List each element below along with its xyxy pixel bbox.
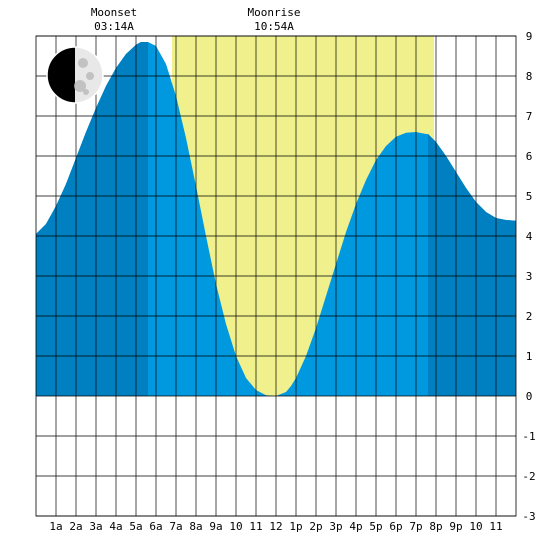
x-tick-label: 6p (389, 520, 402, 533)
y-tick-label: 6 (526, 150, 533, 163)
plot-frame (35, 35, 517, 517)
x-tick-label: 12 (269, 520, 282, 533)
x-tick-label: 7a (169, 520, 182, 533)
x-tick-label: 11 (489, 520, 502, 533)
moon-event-label: Moonset (91, 6, 137, 19)
x-tick-label: 11 (249, 520, 262, 533)
x-tick-label: 9a (209, 520, 222, 533)
moon-crater (74, 80, 86, 92)
moon-crater (83, 89, 89, 95)
moon-crater (78, 58, 88, 68)
y-tick-label: -2 (522, 470, 535, 483)
y-tick-label: 8 (526, 70, 533, 83)
x-tick-label: 5p (369, 520, 382, 533)
y-tick-label: 5 (526, 190, 533, 203)
y-tick-label: 4 (526, 230, 533, 243)
x-tick-label: 2p (309, 520, 322, 533)
x-tick-label: 7p (409, 520, 422, 533)
x-tick-label: 4p (349, 520, 362, 533)
moon-crater (86, 72, 94, 80)
moon-event-label: Moonrise (248, 6, 301, 19)
x-tick-label: 6a (149, 520, 162, 533)
x-tick-label: 3a (89, 520, 102, 533)
x-tick-label: 1p (289, 520, 302, 533)
y-tick-label: -1 (522, 430, 535, 443)
x-tick-label: 4a (109, 520, 122, 533)
y-axis-ticks: -3 -2 -1 0 1 2 3 4 5 6 7 8 9 (522, 30, 535, 523)
x-tick-label: 8p (429, 520, 442, 533)
moon-outline (46, 46, 104, 104)
grid-lines (35, 35, 517, 517)
x-tick-label: 2a (69, 520, 82, 533)
x-tick-label: 5a (129, 520, 142, 533)
y-tick-label: 0 (526, 390, 533, 403)
y-tick-label: 3 (526, 270, 533, 283)
x-axis-ticks: 1a 2a 3a 4a 5a 6a 7a 8a 9a 10 11 12 1p 2p 3p 4p 5p 6p 7p 8p… (49, 520, 502, 533)
x-tick-label: 3p (329, 520, 342, 533)
x-tick-label: 10 (229, 520, 242, 533)
moon-event-time: 03:14A (94, 20, 134, 33)
y-tick-label: 1 (526, 350, 533, 363)
y-tick-label: -3 (522, 510, 535, 523)
y-tick-label: 2 (526, 310, 533, 323)
moon-event-time: 10:54A (254, 20, 294, 33)
y-tick-label: 9 (526, 30, 533, 43)
x-tick-label: 9p (449, 520, 462, 533)
tide-night-fill (428, 134, 516, 396)
x-tick-label: 8a (189, 520, 202, 533)
moon-phase-icon (46, 46, 104, 104)
tide-night-fill (36, 42, 148, 396)
y-tick-label: 7 (526, 110, 533, 123)
x-tick-label: 1a (49, 520, 62, 533)
x-tick-label: 10 (469, 520, 482, 533)
